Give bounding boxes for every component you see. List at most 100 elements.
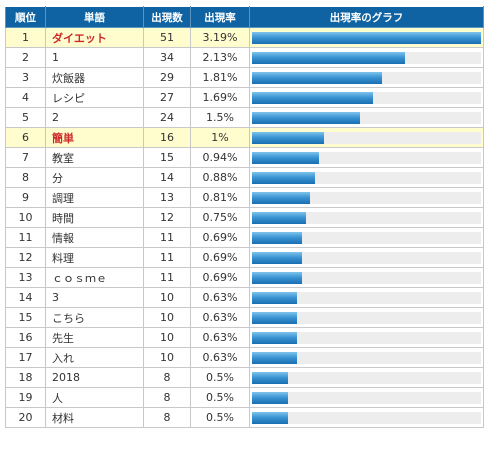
rate-bar <box>252 151 320 164</box>
word-frequency-table: 順位 単語 出現数 出現率 出現率のグラフ 1 ダイエット 51 3.19% 2 1 34 2… <box>5 6 484 428</box>
graph-cell <box>249 407 484 428</box>
header-count: 出現数 <box>143 6 191 28</box>
rank-cell: 5 <box>5 107 46 128</box>
graph-cell <box>249 307 484 328</box>
graph-cell <box>249 187 484 208</box>
bar-track <box>252 391 481 404</box>
word-cell: 人 <box>45 387 144 408</box>
rank-cell: 7 <box>5 147 46 168</box>
bar-track <box>252 111 481 124</box>
rate-cell: 1.69% <box>190 87 250 108</box>
graph-cell <box>249 67 484 88</box>
count-cell: 14 <box>143 167 191 188</box>
rate-bar <box>252 331 298 344</box>
count-cell: 10 <box>143 307 191 328</box>
table-row: 14 3 10 0.63% <box>5 287 484 308</box>
rate-bar <box>252 311 298 324</box>
bar-track <box>252 351 481 364</box>
graph-cell <box>249 387 484 408</box>
word-cell: レシピ <box>45 87 144 108</box>
bar-track <box>252 291 481 304</box>
table-row: 4 レシピ 27 1.69% <box>5 87 484 108</box>
bar-track <box>252 71 481 84</box>
rank-cell: 15 <box>5 307 46 328</box>
rate-cell: 0.5% <box>190 407 250 428</box>
table-row: 16 先生 10 0.63% <box>5 327 484 348</box>
count-cell: 12 <box>143 207 191 228</box>
rate-bar <box>252 171 316 184</box>
count-cell: 27 <box>143 87 191 108</box>
graph-cell <box>249 87 484 108</box>
rank-cell: 17 <box>5 347 46 368</box>
bar-track <box>252 371 481 384</box>
rate-bar <box>252 371 288 384</box>
rate-bar <box>252 291 298 304</box>
rate-bar <box>252 411 288 424</box>
bar-track <box>252 151 481 164</box>
rank-cell: 20 <box>5 407 46 428</box>
table-row: 15 こちら 10 0.63% <box>5 307 484 328</box>
rate-bar <box>252 351 298 364</box>
bar-track <box>252 231 481 244</box>
header-graph: 出現率のグラフ <box>249 6 484 28</box>
rank-cell: 9 <box>5 187 46 208</box>
graph-cell <box>249 147 484 168</box>
table-row: 10 時間 12 0.75% <box>5 207 484 228</box>
graph-cell <box>249 207 484 228</box>
header-rate: 出現率 <box>190 6 250 28</box>
table-row: 11 情報 11 0.69% <box>5 227 484 248</box>
count-cell: 51 <box>143 27 191 48</box>
rate-cell: 0.5% <box>190 387 250 408</box>
rate-cell: 3.19% <box>190 27 250 48</box>
table-header-row: 順位 単語 出現数 出現率 出現率のグラフ <box>5 6 484 28</box>
count-cell: 10 <box>143 327 191 348</box>
rank-cell: 6 <box>5 127 46 148</box>
rate-cell: 2.13% <box>190 47 250 68</box>
graph-cell <box>249 127 484 148</box>
bar-track <box>252 211 481 224</box>
word-cell: こちら <box>45 307 144 328</box>
rate-cell: 0.63% <box>190 327 250 348</box>
rank-cell: 1 <box>5 27 46 48</box>
table-row: 18 2018 8 0.5% <box>5 367 484 388</box>
rate-cell: 0.81% <box>190 187 250 208</box>
word-frequency-table-container: 順位 単語 出現数 出現率 出現率のグラフ 1 ダイエット 51 3.19% 2 1 34 2… <box>5 6 484 428</box>
bar-track <box>252 171 481 184</box>
header-rank: 順位 <box>5 6 46 28</box>
table-body: 1 ダイエット 51 3.19% 2 1 34 2.13% 3 炊飯器 29 1.81% 4 レシピ 27 1… <box>5 27 484 428</box>
count-cell: 10 <box>143 287 191 308</box>
bar-track <box>252 131 481 144</box>
count-cell: 10 <box>143 347 191 368</box>
rank-cell: 4 <box>5 87 46 108</box>
rate-cell: 0.75% <box>190 207 250 228</box>
word-cell: 簡単 <box>45 127 144 148</box>
graph-cell <box>249 267 484 288</box>
word-cell: ダイエット <box>45 27 144 48</box>
bar-track <box>252 191 481 204</box>
table-row: 7 教室 15 0.94% <box>5 147 484 168</box>
word-cell: 先生 <box>45 327 144 348</box>
rate-bar <box>252 91 374 104</box>
table-row: 9 調理 13 0.81% <box>5 187 484 208</box>
bar-track <box>252 271 481 284</box>
rank-cell: 2 <box>5 47 46 68</box>
count-cell: 29 <box>143 67 191 88</box>
word-cell: 調理 <box>45 187 144 208</box>
rank-cell: 13 <box>5 267 46 288</box>
word-cell: 時間 <box>45 207 144 228</box>
table-row: 6 簡単 16 1% <box>5 127 484 148</box>
word-cell: 教室 <box>45 147 144 168</box>
rank-cell: 16 <box>5 327 46 348</box>
count-cell: 11 <box>143 227 191 248</box>
rank-cell: 10 <box>5 207 46 228</box>
rate-cell: 0.88% <box>190 167 250 188</box>
rate-cell: 0.5% <box>190 367 250 388</box>
graph-cell <box>249 367 484 388</box>
table-row: 3 炊飯器 29 1.81% <box>5 67 484 88</box>
rate-bar <box>252 211 306 224</box>
bar-track <box>252 31 481 44</box>
word-cell: 1 <box>45 47 144 68</box>
bar-track <box>252 311 481 324</box>
word-cell: 2 <box>45 107 144 128</box>
bar-track <box>252 91 481 104</box>
